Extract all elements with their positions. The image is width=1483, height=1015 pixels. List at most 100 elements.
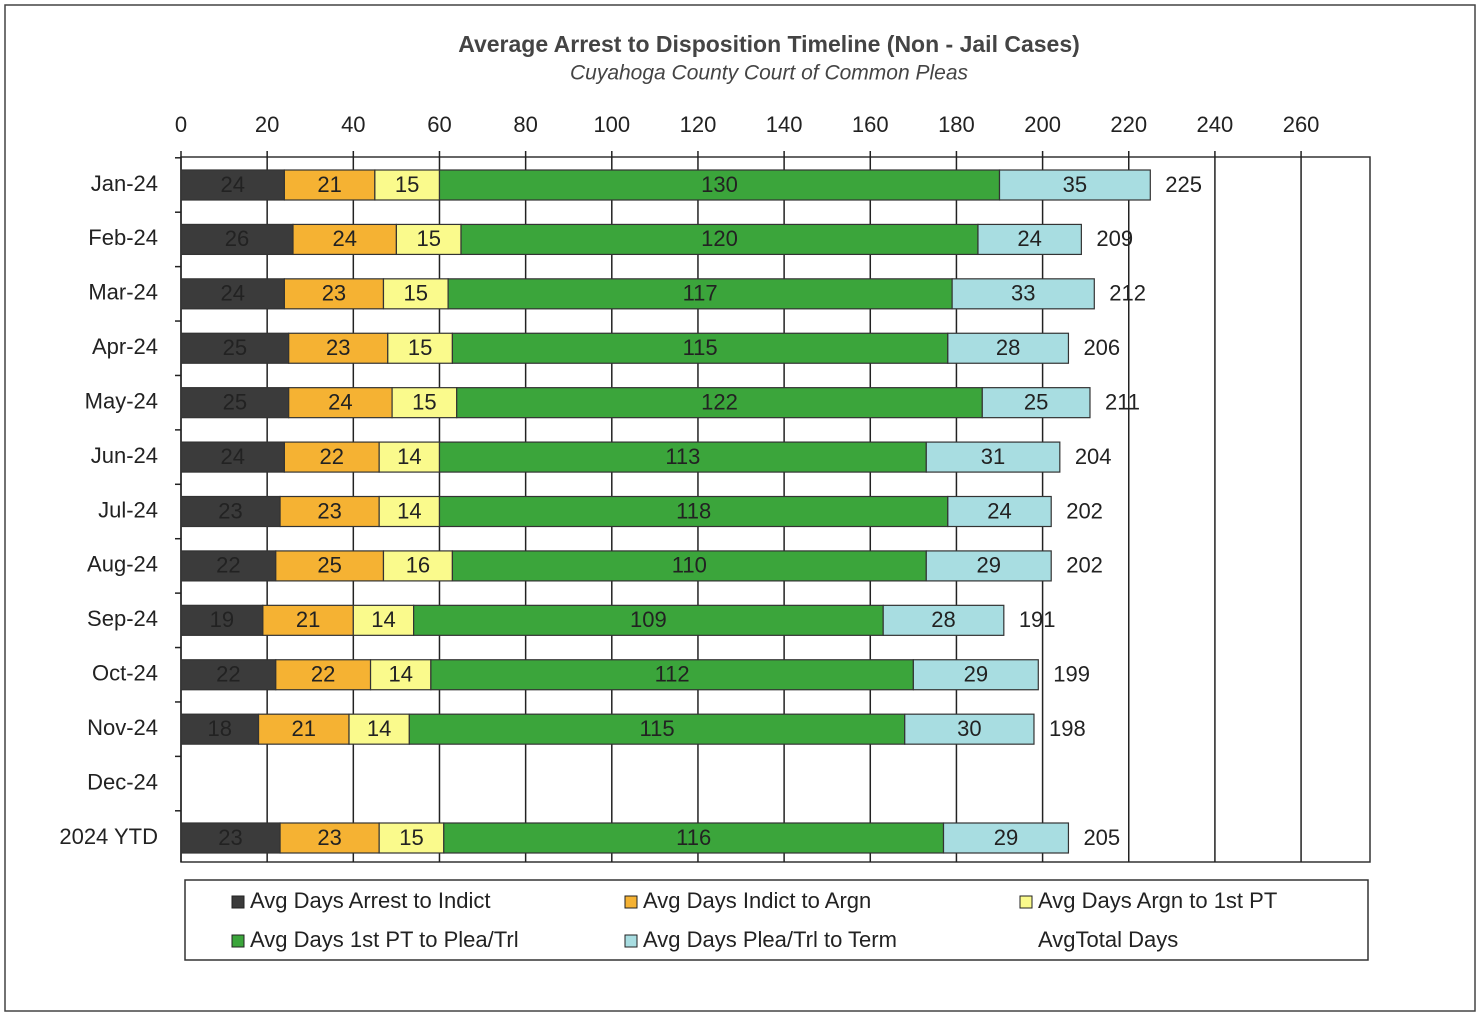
data-label: 21 <box>296 607 320 632</box>
bar-segment <box>438 441 927 473</box>
bar-segment <box>443 822 945 854</box>
x-tick-label: 120 <box>680 112 717 137</box>
y-tick-label: Jun-24 <box>91 443 158 468</box>
data-label: 24 <box>220 444 244 469</box>
bar-segment <box>348 713 410 745</box>
data-label: 23 <box>218 498 242 523</box>
data-label: 24 <box>220 281 244 306</box>
data-label: 29 <box>977 553 1001 578</box>
bar-segment <box>292 223 397 256</box>
data-label: 24 <box>332 226 356 251</box>
y-tick-label: Dec-24 <box>87 769 158 794</box>
bar-segment <box>180 278 285 310</box>
data-label: 29 <box>994 825 1018 850</box>
bar-segment <box>382 278 449 310</box>
bar-segment <box>180 822 281 854</box>
y-tick-label: Nov-24 <box>87 715 158 740</box>
bar-segment <box>904 713 1035 745</box>
data-label: 120 <box>701 226 738 251</box>
y-tick-label: Feb-24 <box>88 225 158 250</box>
data-label: 26 <box>225 226 249 251</box>
total-label: 204 <box>1075 444 1112 469</box>
data-label: 24 <box>987 498 1011 523</box>
x-tick-label: 60 <box>427 112 451 137</box>
bar-segment <box>942 822 1070 854</box>
bar-segment <box>438 169 1001 201</box>
data-label: 23 <box>317 498 341 523</box>
data-label: 23 <box>317 825 341 850</box>
bar-segment <box>413 604 884 636</box>
data-label: 130 <box>701 172 738 197</box>
x-tick-label: 140 <box>766 112 803 137</box>
data-label: 14 <box>397 444 421 469</box>
total-label: 202 <box>1066 498 1103 523</box>
chart-title: Average Arrest to Disposition Timeline (… <box>458 31 1080 57</box>
bar-segment <box>395 223 462 256</box>
bar-segment <box>998 169 1151 201</box>
y-tick-label: 2024 YTD <box>59 824 158 849</box>
total-label: 202 <box>1066 553 1103 578</box>
data-label: 115 <box>683 335 718 360</box>
data-label: 25 <box>1024 389 1048 414</box>
bar-segment <box>912 659 1039 691</box>
bar-segment <box>262 604 354 636</box>
data-label: 24 <box>220 172 244 197</box>
total-label: 191 <box>1019 607 1056 632</box>
bar-segment <box>180 387 290 419</box>
data-label: 31 <box>981 444 1005 469</box>
data-label: 25 <box>223 389 247 414</box>
total-label: 209 <box>1096 226 1133 251</box>
x-tick-label: 20 <box>255 112 279 137</box>
total-label: 211 <box>1105 389 1140 414</box>
x-tick-label: 80 <box>513 112 537 137</box>
data-label: 21 <box>292 716 316 741</box>
bar-segment <box>378 822 445 854</box>
bar-segment <box>279 822 380 854</box>
data-label: 110 <box>672 553 707 578</box>
data-label: 28 <box>931 607 955 632</box>
x-tick-label: 240 <box>1197 112 1234 137</box>
bar-segment <box>438 495 949 528</box>
y-tick-label: Apr-24 <box>92 334 158 359</box>
data-label: 117 <box>683 281 718 306</box>
data-label: 35 <box>1063 172 1087 197</box>
legend-label: Avg Days Argn to 1st PT <box>1038 888 1277 913</box>
data-label: 118 <box>676 498 711 523</box>
y-tick-label: May-24 <box>85 388 158 413</box>
x-tick-label: 260 <box>1283 112 1320 137</box>
legend-label: Avg Days Plea/Trl to Term <box>643 927 897 952</box>
total-label: 212 <box>1109 281 1146 306</box>
bar-segment <box>951 278 1095 310</box>
data-label: 22 <box>216 662 240 687</box>
bar-segment <box>180 495 281 528</box>
data-label: 15 <box>404 281 428 306</box>
legend-swatch <box>1019 895 1033 909</box>
y-tick-label: Aug-24 <box>87 552 158 577</box>
data-label: 25 <box>223 335 247 360</box>
data-label: 19 <box>210 607 234 632</box>
bar-segment <box>925 441 1061 473</box>
legend-swatch <box>231 934 245 948</box>
x-tick-label: 200 <box>1024 112 1061 137</box>
data-label: 22 <box>320 444 344 469</box>
data-label: 28 <box>996 335 1020 360</box>
data-label: 15 <box>399 825 423 850</box>
bar-segment <box>374 169 441 201</box>
bar-segment <box>279 495 380 528</box>
bar-segment <box>180 169 285 201</box>
bar-segment <box>283 278 385 310</box>
data-label: 23 <box>326 335 350 360</box>
bar-segment <box>283 441 380 473</box>
data-label: 18 <box>208 716 232 741</box>
y-tick-label: Mar-24 <box>88 280 158 305</box>
data-label: 25 <box>317 553 341 578</box>
legend-swatch <box>624 895 638 909</box>
data-label: 23 <box>218 825 242 850</box>
data-label: 116 <box>676 825 711 850</box>
data-label: 14 <box>397 498 421 523</box>
x-tick-label: 220 <box>1110 112 1147 137</box>
legend-label: Avg Days Indict to Argn <box>643 888 871 913</box>
bar-segment <box>378 495 441 528</box>
data-label: 29 <box>964 662 988 687</box>
